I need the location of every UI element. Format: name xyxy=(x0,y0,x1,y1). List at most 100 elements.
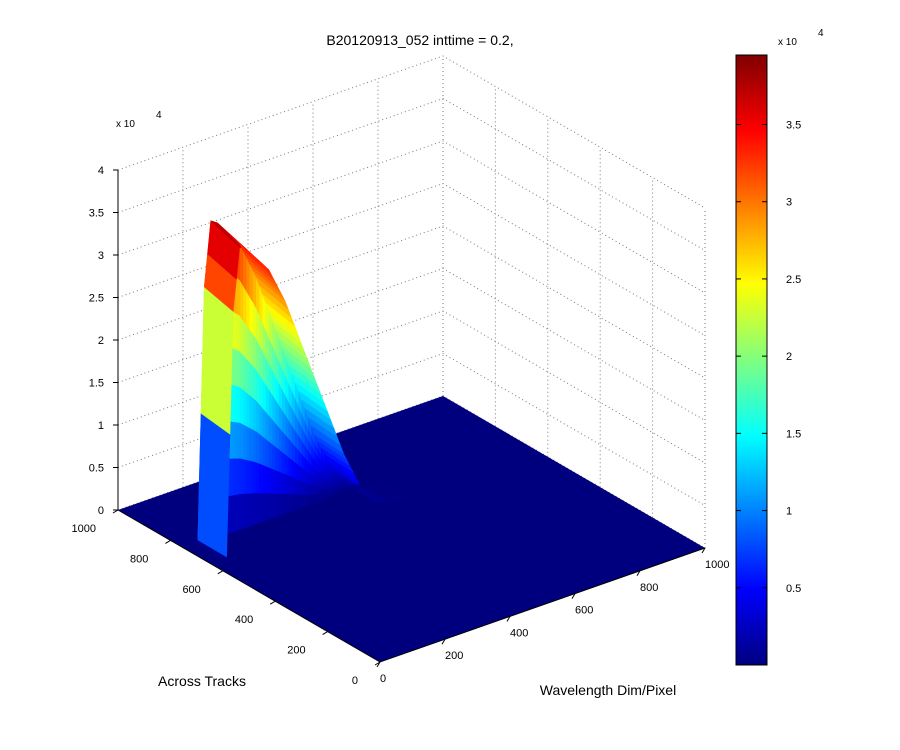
x-tick-mark xyxy=(441,638,446,645)
z-tick-label: 2.5 xyxy=(89,293,104,305)
x-axis-line xyxy=(379,547,706,663)
x-tick-mark xyxy=(571,593,576,599)
grid-line xyxy=(117,225,706,379)
surface-facet xyxy=(239,422,244,460)
surface-facet xyxy=(268,466,273,494)
surface-facet xyxy=(255,399,260,435)
grid-line xyxy=(117,310,706,464)
surface-facet xyxy=(239,279,244,322)
z-tick-label: 3.5 xyxy=(89,208,104,220)
surface-facet xyxy=(239,386,244,425)
y-tick-label: 800 xyxy=(130,553,148,565)
surface-facet xyxy=(255,492,260,525)
surface-facet xyxy=(285,473,290,495)
surface-facet xyxy=(243,284,247,326)
x-tick-mark xyxy=(636,570,641,577)
surface-facet xyxy=(281,451,286,475)
surface-facet xyxy=(236,421,241,459)
surface-facet xyxy=(243,389,247,427)
surface-facet xyxy=(333,489,338,494)
surface-facet xyxy=(314,494,319,504)
surface-facet xyxy=(278,426,283,453)
y-tick-label: 600 xyxy=(182,584,200,596)
surface-facet xyxy=(259,373,264,409)
y-tick-label: 0 xyxy=(352,675,358,687)
surface-facet xyxy=(246,459,251,494)
surface-facet xyxy=(272,443,277,471)
colorbar: 0.5 1 1.5 2 2.5 3 3.5 x 10 4 xyxy=(735,28,824,666)
z-tick-label: 3 xyxy=(98,250,104,262)
surface-facet xyxy=(243,354,247,394)
surface-facet xyxy=(265,465,270,494)
surface-facet xyxy=(249,394,254,430)
surface-facet xyxy=(262,492,267,522)
surface-facet xyxy=(246,324,251,364)
surface-facet xyxy=(275,422,280,450)
x-tick-label: 200 xyxy=(445,650,463,662)
surface-facet xyxy=(239,457,244,495)
surface-facet xyxy=(249,295,254,336)
surface-facet xyxy=(239,493,244,530)
surface-facet xyxy=(252,397,257,432)
surface-facet xyxy=(288,474,293,495)
surface-facet xyxy=(243,458,247,494)
surface-facet xyxy=(249,361,254,399)
colorbar-tick-label: 2.5 xyxy=(786,274,801,286)
tick-labels: 020040060080010000200400600800100000.511… xyxy=(72,165,730,687)
surface-facet xyxy=(281,493,286,516)
surface-facet xyxy=(275,446,280,472)
surface-facet xyxy=(249,427,254,462)
surface-facet xyxy=(281,472,286,495)
surface-facet xyxy=(259,492,264,523)
surface-facet xyxy=(268,414,273,445)
colorbar-tick-label: 1.5 xyxy=(786,428,801,440)
surface-facet xyxy=(327,493,332,500)
y-tick-label: 1000 xyxy=(72,523,96,535)
surface-facet xyxy=(291,493,296,512)
surface-facet xyxy=(262,407,267,440)
surface-facet xyxy=(239,350,244,391)
surface-facet xyxy=(304,494,309,508)
surface-facet xyxy=(317,486,322,495)
surface-facet xyxy=(272,468,277,494)
grid-line xyxy=(117,267,706,421)
x-tick-mark xyxy=(506,616,511,622)
grid-line xyxy=(117,352,706,506)
surface-facet xyxy=(236,276,241,317)
surface-facet xyxy=(278,493,283,517)
surface-facet xyxy=(246,290,251,331)
y-tick-mark xyxy=(322,631,328,636)
surface-facet xyxy=(301,493,306,509)
grid-line xyxy=(117,140,706,294)
z-multiplier: x 10 xyxy=(116,119,135,130)
surface-facet xyxy=(233,494,238,533)
z-tick-label: 0 xyxy=(98,505,104,517)
surface-plot xyxy=(194,220,410,560)
surface-facet xyxy=(252,492,257,526)
surface-facet xyxy=(255,368,260,406)
surface-facet xyxy=(243,493,247,529)
y-tick-mark xyxy=(217,570,224,575)
colorbar-tick-label: 0.5 xyxy=(786,583,801,595)
y-axis-line xyxy=(117,509,381,663)
surface-facet xyxy=(233,421,238,459)
surface-facet xyxy=(233,457,238,496)
x-tick-mark xyxy=(701,547,706,554)
colorbar-gradient xyxy=(735,54,768,666)
surface-facet xyxy=(294,461,299,480)
surface-facet xyxy=(272,493,277,519)
surface-facet xyxy=(288,493,293,513)
y-tick-mark xyxy=(165,539,171,544)
surface-facet xyxy=(243,423,247,461)
grid-line xyxy=(117,182,706,336)
surface-facet xyxy=(320,487,325,495)
surface-facet xyxy=(230,494,234,534)
surface-facet xyxy=(252,301,257,340)
surface-facet xyxy=(268,440,273,470)
z-tick-label: 0.5 xyxy=(89,463,104,475)
surface-facet xyxy=(230,420,234,459)
surface-facet xyxy=(252,365,257,402)
surface-facet xyxy=(259,462,264,494)
surface-facet xyxy=(255,461,260,494)
surface-facet xyxy=(252,333,257,371)
